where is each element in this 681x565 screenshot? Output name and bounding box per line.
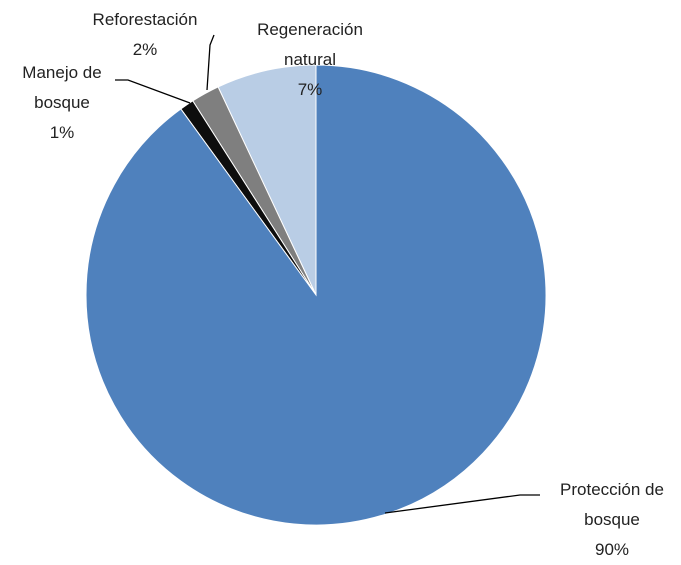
slice-label: Reforestación 2% — [80, 5, 210, 65]
category-label: Reforestación — [92, 10, 198, 29]
value-label: 90% — [594, 540, 630, 559]
value-label: 2% — [132, 40, 158, 59]
pie-slice — [85, 64, 547, 526]
value-label: 1% — [49, 123, 75, 142]
slice-label: Regeneración natural 7% — [245, 15, 375, 105]
slice-label: Manejo de bosque 1% — [12, 58, 112, 148]
leader-line — [115, 79, 191, 104]
category-label: Regeneración natural — [257, 20, 363, 69]
pie-slice — [217, 64, 317, 296]
category-label: Protección de bosque — [560, 480, 664, 529]
leader-line — [206, 34, 215, 91]
leader-line — [384, 494, 540, 514]
category-label: Manejo de bosque — [22, 63, 102, 112]
value-label: 7% — [297, 80, 323, 99]
slice-label: Protección de bosque 90% — [542, 475, 681, 565]
